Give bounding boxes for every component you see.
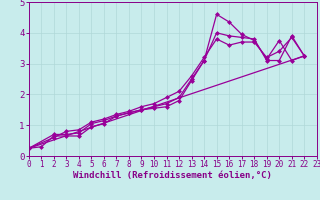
X-axis label: Windchill (Refroidissement éolien,°C): Windchill (Refroidissement éolien,°C) (73, 171, 272, 180)
